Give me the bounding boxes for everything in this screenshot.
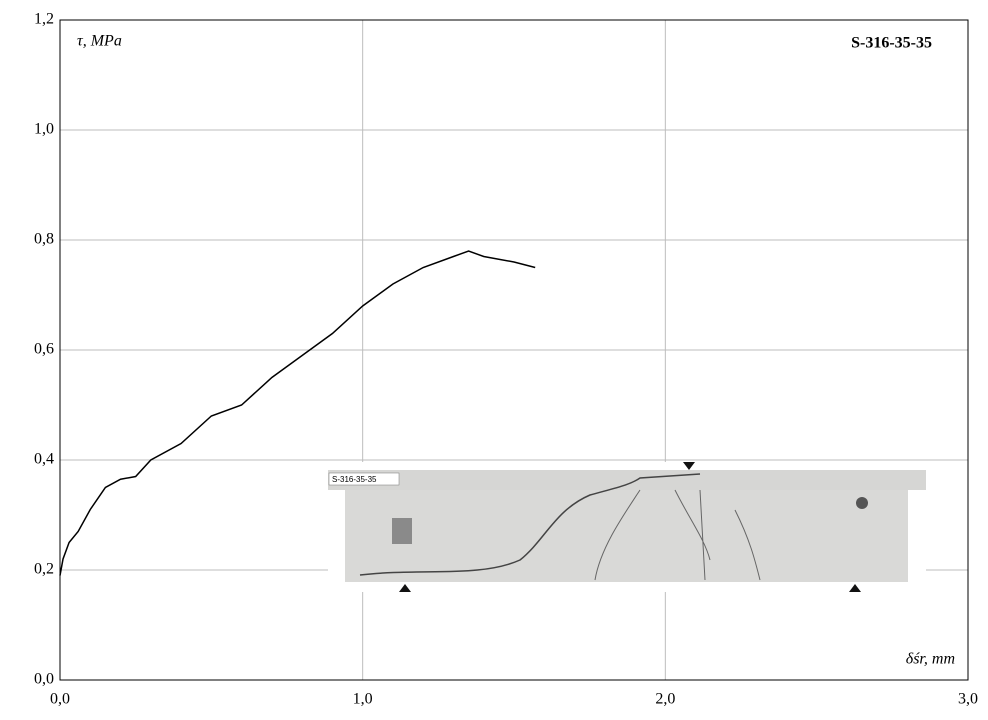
y-tick-label: 0,4 <box>34 451 54 468</box>
x-axis-label: δśr, mm <box>906 651 955 668</box>
crack <box>594 489 761 581</box>
y-axis-label: τ, MPa <box>77 33 122 50</box>
beam-flange <box>328 470 926 490</box>
photo-label-box <box>328 472 400 486</box>
crack <box>359 473 701 576</box>
specimen-photo: S-316-35-35 <box>328 462 926 592</box>
x-tick-label: 2,0 <box>655 691 675 708</box>
y-tick-label: 1,2 <box>34 11 54 28</box>
x-tick-label: 0,0 <box>50 691 70 708</box>
photo-mark <box>856 497 868 509</box>
photo-label: S-316-35-35 <box>332 475 377 484</box>
beam-web <box>345 490 908 582</box>
x-tick-label: 3,0 <box>958 691 978 708</box>
annotation: S-316-35-35 <box>851 35 932 52</box>
plot-frame <box>59 19 969 681</box>
x-tick-label: 1,0 <box>353 691 373 708</box>
photo-mark <box>392 518 412 544</box>
y-tick-label: 0,8 <box>34 231 54 248</box>
data-line <box>59 250 536 576</box>
y-tick-label: 0,0 <box>34 671 54 688</box>
y-tick-label: 1,0 <box>34 121 54 138</box>
y-tick-label: 0,2 <box>34 561 54 578</box>
y-tick-label: 0,6 <box>34 341 54 358</box>
